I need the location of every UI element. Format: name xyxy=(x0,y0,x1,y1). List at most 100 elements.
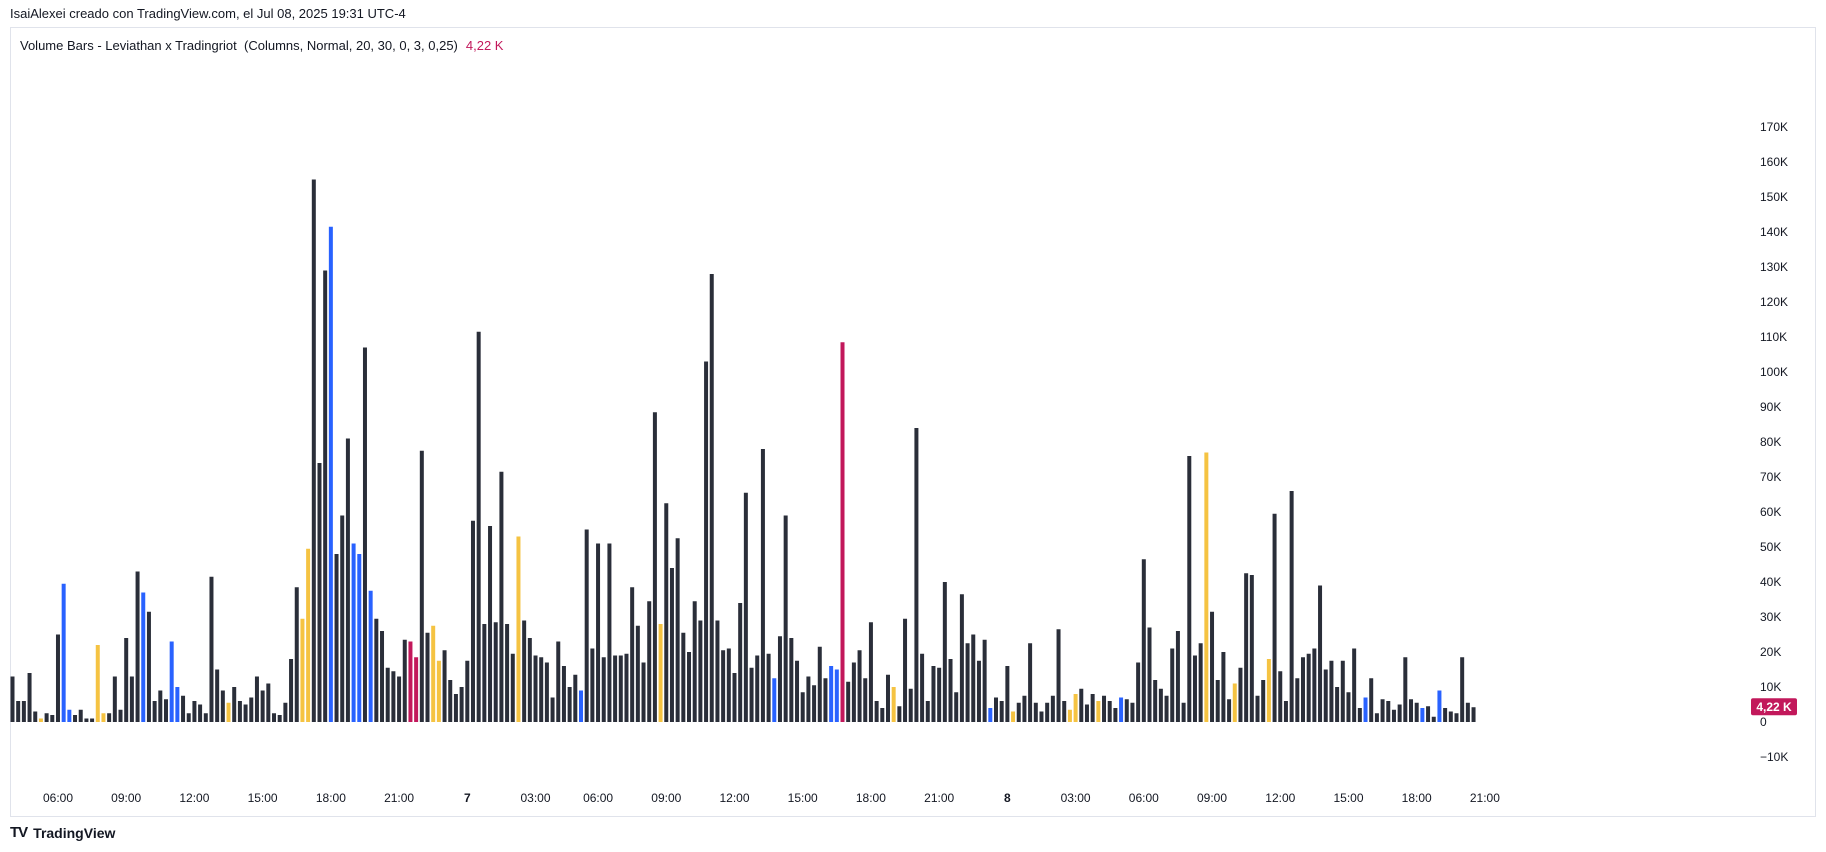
volume-bar xyxy=(1045,702,1050,722)
volume-bar xyxy=(1158,688,1163,722)
volume-bar xyxy=(289,659,294,722)
volume-bar xyxy=(27,673,32,722)
volume-bar xyxy=(834,669,839,722)
y-tick-label: 130K xyxy=(1760,260,1788,274)
volume-bar xyxy=(942,582,947,722)
volume-bar xyxy=(965,643,970,722)
time-scale: 06:00 09:00 12:00 15:00 18:00 21:00 7 03:00 06:0… xyxy=(43,791,1500,805)
x-tick-label: 15:00 xyxy=(248,791,278,805)
volume-bar xyxy=(260,690,265,722)
volume-bar xyxy=(527,638,532,722)
chart-pane[interactable] xyxy=(10,27,1816,817)
volume-bar xyxy=(1130,702,1135,722)
volume-bar xyxy=(903,618,908,722)
volume-bar xyxy=(1147,627,1152,722)
volume-bar xyxy=(1244,573,1249,722)
volume-bar xyxy=(90,718,95,722)
volume-bar xyxy=(721,650,726,722)
volume-bar xyxy=(1374,713,1379,722)
volume-bar xyxy=(846,681,851,722)
volume-bar xyxy=(550,697,555,722)
y-tick-label: 60K xyxy=(1760,505,1781,519)
volume-bar xyxy=(1232,683,1237,722)
volume-bar xyxy=(1022,695,1027,722)
x-tick-label: 12:00 xyxy=(1265,791,1295,805)
indicator-legend[interactable]: Volume Bars - Leviathan x Tradingriot (C… xyxy=(20,38,503,53)
volume-bar xyxy=(1380,699,1385,722)
volume-bar xyxy=(681,632,686,722)
volume-bar xyxy=(1084,704,1089,722)
volume-bars xyxy=(10,179,1476,722)
volume-bar xyxy=(760,449,765,722)
volume-bar xyxy=(1050,695,1055,722)
volume-bar xyxy=(795,660,800,722)
volume-bar xyxy=(823,678,828,722)
volume-bar xyxy=(556,641,561,722)
volume-bar xyxy=(38,718,43,722)
volume-bar xyxy=(448,680,453,722)
volume-bar xyxy=(937,667,942,722)
x-tick-label: 21:00 xyxy=(1470,791,1500,805)
volume-bar xyxy=(385,667,390,722)
volume-bar xyxy=(1073,694,1078,722)
volume-bar xyxy=(186,713,191,722)
volume-bar xyxy=(328,226,333,722)
volume-bar xyxy=(647,601,652,722)
volume-bar xyxy=(101,713,106,722)
volume-bar xyxy=(738,603,743,722)
volume-bar xyxy=(766,653,771,722)
volume-bar xyxy=(203,713,208,722)
volume-bar xyxy=(311,179,316,722)
volume-bar xyxy=(522,620,527,722)
chart-attribution: IsaiAlexei creado con TradingView.com, e… xyxy=(10,6,406,21)
volume-bar xyxy=(1289,491,1294,722)
volume-bar xyxy=(539,657,544,722)
volume-bar xyxy=(868,622,873,722)
volume-bar xyxy=(1119,697,1124,722)
volume-bar xyxy=(351,543,356,722)
volume-bar xyxy=(1210,611,1215,722)
volume-bar xyxy=(391,671,396,722)
volume-bar xyxy=(1465,702,1470,722)
volume-bar xyxy=(1198,643,1203,722)
volume-bar xyxy=(1124,699,1129,722)
volume-bar xyxy=(999,701,1004,722)
volume-bar xyxy=(135,571,140,722)
x-tick-label: 03:00 xyxy=(520,791,550,805)
volume-bar xyxy=(857,650,862,722)
volume-bar xyxy=(1272,513,1277,722)
volume-bar xyxy=(863,678,868,722)
volume-bar xyxy=(1079,688,1084,722)
volume-bar xyxy=(601,657,606,722)
volume-bar xyxy=(1170,648,1175,722)
volume-bar xyxy=(817,646,822,722)
volume-bar xyxy=(584,529,589,722)
volume-bar xyxy=(925,701,930,722)
volume-bar xyxy=(1369,678,1374,722)
tradingview-brand[interactable]: TV TradingView xyxy=(10,824,115,841)
volume-bar xyxy=(476,331,481,722)
volume-bar xyxy=(669,568,674,722)
volume-bar xyxy=(1096,701,1101,722)
volume-bar xyxy=(1175,631,1180,722)
volume-bar xyxy=(607,543,612,722)
volume-bar xyxy=(1386,701,1391,722)
volume-bar xyxy=(1306,653,1311,722)
volume-bar xyxy=(141,592,146,722)
last-value-label: 4,22 K xyxy=(1756,700,1792,714)
volume-bar xyxy=(21,701,26,722)
y-tick-label: 120K xyxy=(1760,295,1788,309)
volume-bar xyxy=(459,687,464,722)
indicator-title: Volume Bars - Leviathan x Tradingriot (C… xyxy=(20,38,458,53)
volume-bar xyxy=(1164,695,1169,722)
volume-bar xyxy=(1278,671,1283,722)
volume-bar xyxy=(1033,702,1038,722)
y-tick-label: 20K xyxy=(1760,645,1781,659)
volume-bar xyxy=(414,657,419,722)
volume-bar xyxy=(1238,667,1243,722)
volume-bar xyxy=(33,711,38,722)
volume-bar xyxy=(1107,701,1112,722)
volume-bar xyxy=(254,676,259,722)
volume-bar xyxy=(266,683,271,722)
